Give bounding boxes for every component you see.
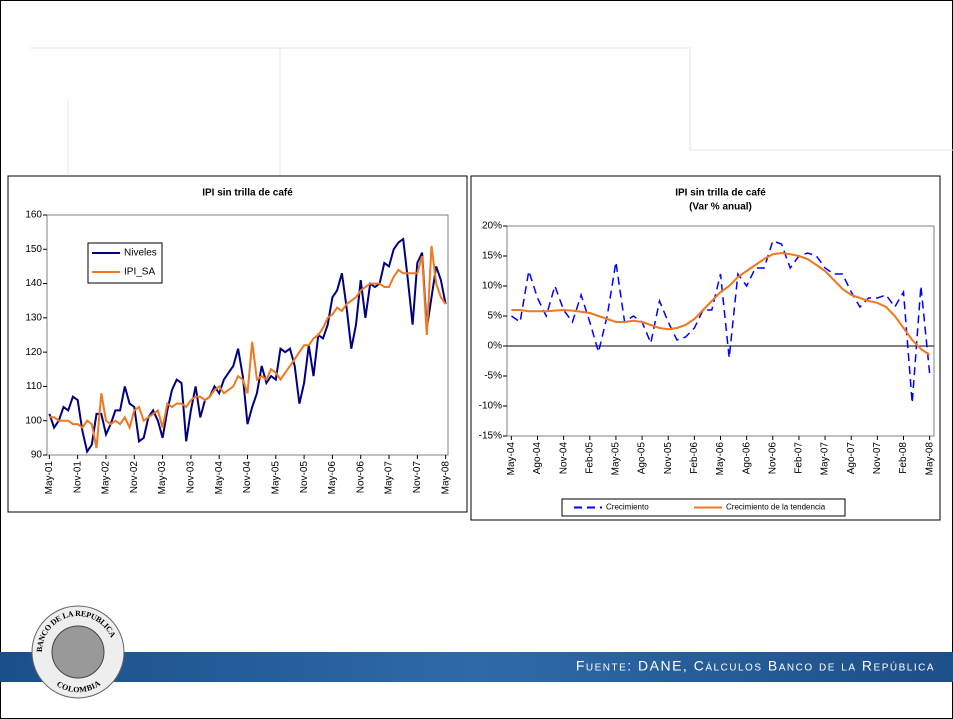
x-tick-label: Nov-04 [558, 442, 569, 475]
series-line [511, 251, 931, 356]
x-tick-label: Ago-07 [846, 442, 857, 475]
x-tick-label: Feb-05 [584, 442, 595, 474]
y-tick-label: 10% [482, 281, 502, 292]
legend-label: Crecimiento [606, 503, 649, 512]
y-tick-label: 5% [488, 311, 503, 322]
x-tick-label: May-04 [506, 442, 517, 476]
y-tick-label: 120 [25, 347, 42, 358]
x-tick-label: May-06 [715, 442, 726, 476]
x-tick-label: Nov-05 [299, 461, 310, 494]
x-tick-label: May-04 [214, 461, 225, 495]
legend-label: IPI_SA [124, 267, 155, 278]
x-tick-label: May-03 [157, 461, 168, 495]
x-tick-label: May-05 [611, 442, 622, 476]
y-tick-label: 15% [482, 251, 502, 262]
y-tick-label: -5% [484, 371, 502, 382]
x-tick-label: Nov-06 [767, 442, 778, 475]
y-tick-label: 130 [25, 312, 42, 323]
legend-label: Crecimiento de la tendencia [726, 503, 826, 512]
y-tick-label: 0% [488, 341, 503, 352]
x-tick-label: May-06 [327, 461, 338, 495]
logo-face [51, 625, 105, 679]
footer-text: Fuente: DANE, Cálculos Banco de la Repúb… [576, 658, 935, 674]
footer-bar [0, 652, 953, 682]
y-tick-label: 90 [31, 450, 43, 461]
x-tick-label: May-08 [440, 461, 451, 495]
x-tick-label: Feb-06 [689, 442, 700, 474]
x-tick-label: May-07 [820, 442, 831, 476]
y-tick-label: 20% [482, 221, 502, 232]
x-tick-label: May-08 [924, 442, 935, 476]
chart-title: IPI sin trilla de café [675, 188, 766, 199]
legend-label: Niveles [124, 248, 157, 259]
x-tick-label: Nov-07 [412, 461, 423, 494]
x-tick-label: Nov-03 [186, 461, 197, 494]
y-tick-label: -15% [479, 431, 502, 442]
x-tick-label: May-02 [101, 461, 112, 495]
x-tick-label: Ago-06 [741, 442, 752, 475]
x-tick-label: Nov-05 [663, 442, 674, 475]
x-tick-label: Nov-01 [72, 461, 83, 494]
chart-subtitle: (Var % anual) [689, 202, 752, 213]
x-tick-label: May-07 [384, 461, 395, 495]
legend-box [87, 242, 163, 284]
y-tick-label: 150 [25, 244, 42, 255]
y-tick-label: 100 [25, 415, 42, 426]
x-tick-label: Ago-05 [637, 442, 648, 475]
y-tick-label: -10% [479, 401, 502, 412]
chart-title: IPI sin trilla de café [202, 188, 293, 199]
plot-area [506, 225, 935, 437]
y-tick-label: 110 [26, 381, 42, 392]
x-tick-label: May-01 [44, 461, 55, 495]
decoration [30, 47, 953, 371]
x-tick-label: Ago-04 [532, 442, 543, 475]
x-tick-label: Nov-02 [129, 461, 140, 494]
x-tick-label: Nov-04 [242, 461, 253, 494]
x-tick-label: Nov-06 [355, 461, 366, 494]
x-tick-label: May-05 [270, 461, 281, 495]
x-tick-label: Feb-07 [794, 442, 805, 474]
series-line [49, 245, 447, 449]
x-tick-label: Feb-08 [898, 442, 909, 474]
series-line [510, 240, 931, 404]
y-tick-label: 160 [25, 210, 42, 221]
x-tick-label: Nov-07 [872, 442, 883, 475]
y-tick-label: 140 [25, 278, 42, 289]
